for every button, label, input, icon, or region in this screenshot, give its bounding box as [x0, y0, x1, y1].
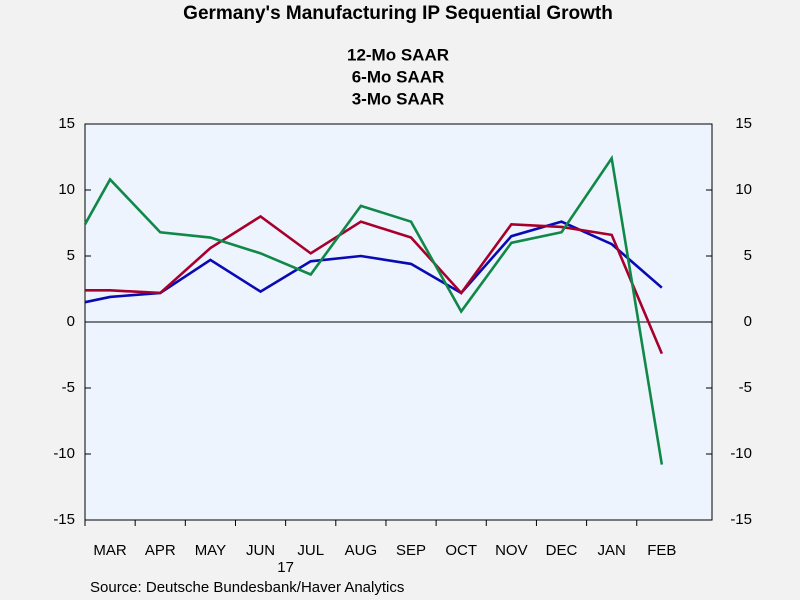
x-tick-label: OCT [445, 542, 477, 559]
legend-entry: 6-Mo SAAR [352, 67, 445, 86]
legend-entry: 12-Mo SAAR [347, 45, 449, 64]
chart-title: Germany's Manufacturing IP Sequential Gr… [183, 3, 613, 24]
x-tick-label: APR [145, 542, 176, 559]
x-tick-label: SEP [396, 542, 426, 559]
y-tick-label: -10 [53, 445, 75, 462]
y2-tick-label: -15 [730, 511, 752, 528]
y2-tick-label: 0 [744, 313, 752, 330]
x-tick-label: JUL [297, 542, 324, 559]
y2-tick-label: 10 [735, 181, 752, 198]
y2-tick-label: 15 [735, 115, 752, 132]
series-line [85, 214, 664, 355]
y-tick-label: 10 [58, 181, 75, 198]
x-tick-label: AUG [345, 542, 378, 559]
x-tick-label: FEB [647, 542, 676, 559]
x-tick-label: JAN [598, 542, 626, 559]
legend-entry: 3-Mo SAAR [352, 89, 445, 108]
x-tick-label: JUN [246, 542, 275, 559]
y-tick-label: 15 [58, 115, 75, 132]
x-tick-label: DEC [546, 542, 578, 559]
year-label: 17 [277, 559, 294, 576]
y-tick-label: 5 [67, 247, 75, 264]
y-tick-label: -15 [53, 511, 75, 528]
x-tick-label: MAR [93, 542, 127, 559]
y-tick-label: -5 [62, 379, 75, 396]
y2-tick-label: -5 [739, 379, 752, 396]
y-tick-label: 0 [67, 313, 75, 330]
y2-tick-label: -10 [730, 445, 752, 462]
y2-tick-label: 5 [744, 247, 752, 264]
x-tick-label: NOV [495, 542, 528, 559]
series-line [83, 154, 664, 465]
x-tick-label: MAY [195, 542, 226, 559]
source: Source: Deutsche Bundesbank/Haver Analyt… [90, 579, 404, 596]
